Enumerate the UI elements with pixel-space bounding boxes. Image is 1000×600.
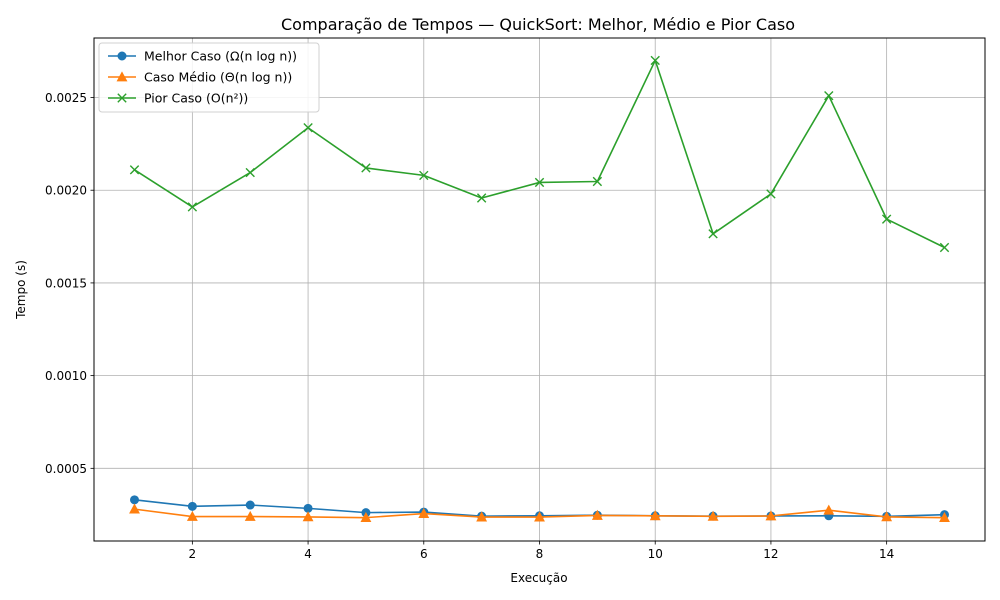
legend-label: Caso Médio (Θ(n log n)) (144, 70, 292, 85)
grid (94, 38, 985, 541)
y-tick-label: 0.0010 (45, 369, 87, 383)
legend-box (98, 42, 320, 113)
data-point (591, 509, 603, 520)
data-point (534, 511, 545, 522)
y-tick-label: 0.0020 (45, 184, 87, 198)
x-tick-label: 2 (189, 547, 197, 561)
data-point (824, 90, 834, 101)
data-point (881, 511, 893, 522)
data-point (476, 511, 488, 522)
y-axis-title: Tempo (s) (14, 260, 28, 320)
data-point (881, 214, 892, 224)
data-point (129, 165, 140, 175)
series-2 (129, 503, 950, 523)
x-tick-label: 6 (420, 547, 428, 561)
data-point (419, 170, 429, 181)
data-point (186, 510, 198, 521)
data-point (129, 503, 140, 514)
data-point (245, 167, 255, 178)
data-point (187, 501, 197, 511)
data-point (765, 510, 777, 521)
x-tick-label: 10 (648, 547, 663, 561)
data-point (766, 189, 776, 199)
data-point (939, 242, 950, 253)
data-point (245, 500, 255, 510)
x-tick-label: 12 (763, 547, 778, 561)
data-point (707, 510, 719, 521)
y-tick-label: 0.0005 (45, 462, 87, 476)
data-point (187, 202, 198, 212)
chart-title: Comparação de Tempos — QuickSort: Melhor… (281, 15, 795, 34)
x-tick-label: 14 (879, 547, 894, 561)
legend-marker (116, 71, 128, 82)
data-point (823, 504, 835, 515)
data-point (360, 511, 372, 523)
legend-marker (117, 93, 127, 103)
data-point (244, 510, 256, 521)
series-layer (129, 55, 950, 523)
x-axis-title: Execução (510, 571, 567, 585)
data-point (939, 511, 950, 523)
ticks: 2 4 6 8 10 12 14 0.0005 0.0010 0.0015 0.0020 0.0025 (45, 91, 894, 561)
x-tick-label: 4 (304, 547, 312, 561)
data-point (650, 55, 660, 66)
y-tick-label: 0.0025 (45, 91, 87, 105)
legend-item: Melhor Caso (Ω(n log n)) (108, 49, 297, 64)
data-point (303, 123, 313, 133)
legend-item: Pior Caso (O(n²)) (108, 91, 248, 106)
data-point (303, 503, 313, 513)
data-point (534, 177, 545, 188)
x-tick-label: 8 (536, 547, 544, 561)
data-point (649, 510, 661, 521)
data-point (130, 495, 139, 505)
legend-marker (117, 51, 127, 61)
legend: Melhor Caso (Ω(n log n)) Caso Médio (Θ(n … (98, 42, 320, 113)
y-tick-label: 0.0015 (45, 276, 87, 290)
legend-label: Melhor Caso (Ω(n log n)) (144, 49, 297, 64)
data-point (592, 176, 603, 187)
data-point (361, 163, 371, 173)
data-point (418, 507, 430, 518)
data-point (708, 229, 718, 239)
legend-label: Pior Caso (O(n²)) (144, 91, 248, 106)
data-point (476, 193, 487, 203)
data-point (302, 511, 314, 522)
series-3 (129, 55, 950, 253)
legend-item: Caso Médio (Θ(n log n)) (108, 70, 292, 85)
